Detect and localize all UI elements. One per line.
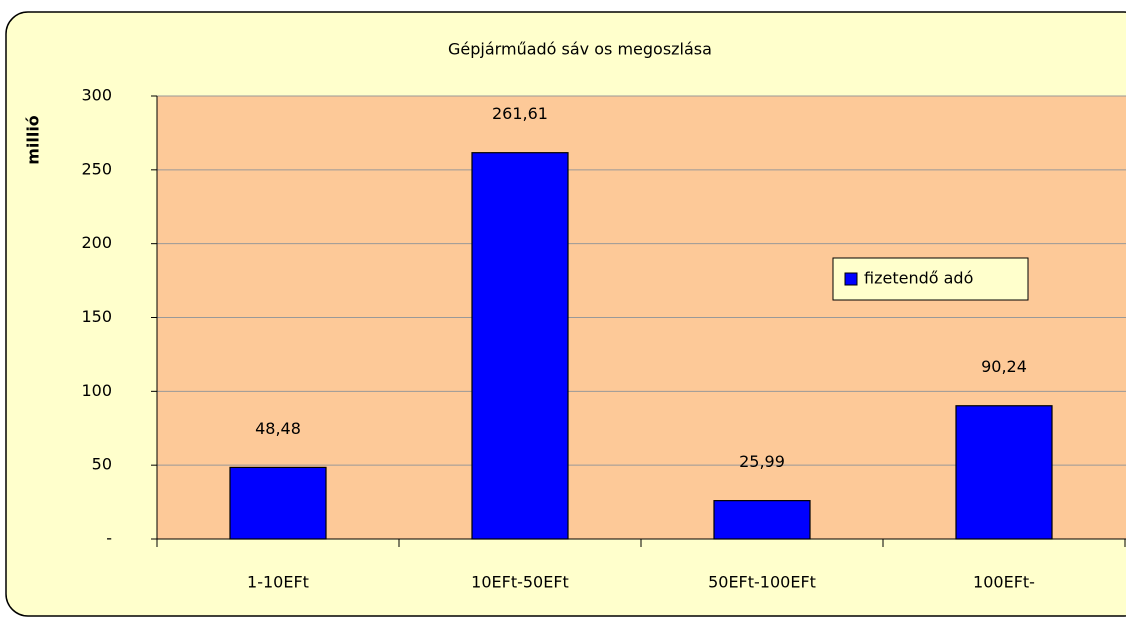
y-axis-label: millió xyxy=(24,115,43,165)
y-tick-label: 200 xyxy=(81,233,112,252)
legend-label: fizetendő adó xyxy=(864,269,973,288)
data-label: 261,61 xyxy=(492,104,548,123)
y-tick-label: 250 xyxy=(81,159,112,178)
data-label: 90,24 xyxy=(981,357,1027,376)
data-label: 25,99 xyxy=(739,452,785,471)
y-tick-label: 300 xyxy=(81,86,112,105)
y-tick-label: 100 xyxy=(81,381,112,400)
legend-box xyxy=(832,257,1029,301)
legend-swatch xyxy=(844,272,858,286)
y-tick-label: 150 xyxy=(81,307,112,326)
bar xyxy=(713,500,811,540)
x-tick-label: 100EFt- xyxy=(973,573,1035,592)
chart-title: Gépjárműadó sáv os megoszlása xyxy=(448,40,712,59)
x-tick-label: 50EFt-100EFt xyxy=(708,573,816,592)
y-tick-label: 50 xyxy=(92,455,112,474)
bar xyxy=(229,466,327,540)
bar xyxy=(955,405,1053,540)
bar xyxy=(471,152,569,540)
data-label: 48,48 xyxy=(255,419,301,438)
x-tick-label: 1-10EFt xyxy=(247,573,309,592)
y-tick-label: - xyxy=(106,529,112,548)
x-tick-label: 10EFt-50EFt xyxy=(471,573,569,592)
